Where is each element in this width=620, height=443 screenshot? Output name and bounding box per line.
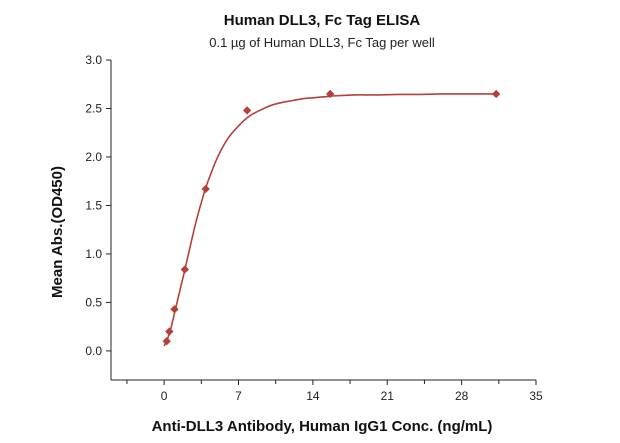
y-tick-label: 2.5 — [85, 101, 102, 115]
x-tick-label: 14 — [306, 389, 320, 403]
fit-curve — [163, 93, 497, 347]
x-tick-label: 21 — [381, 389, 395, 403]
data-point — [201, 184, 210, 194]
axes: 0.0 0.5 1.0 1.5 2.0 2.5 3.0 0 7 14 21 28 35 — [85, 53, 543, 403]
data-points-layer — [162, 89, 501, 346]
y-axis-label: Mean Abs.(OD450) — [49, 166, 66, 298]
data-point — [162, 337, 171, 346]
data-point — [170, 305, 179, 314]
x-tick-label: 7 — [235, 389, 242, 403]
x-tick-label: 0 — [161, 389, 168, 403]
data-point — [180, 265, 190, 274]
y-tick-label: 3.0 — [85, 53, 102, 67]
data-point — [165, 327, 174, 336]
chart-subtitle: 0.1 µg of Human DLL3, Fc Tag per well — [209, 35, 435, 50]
y-tick-label: 0.5 — [85, 295, 102, 309]
data-point — [491, 89, 501, 99]
x-axis-label: Anti-DLL3 Antibody, Human IgG1 Conc. (ng… — [152, 418, 493, 435]
x-tick-label: 28 — [455, 389, 469, 403]
y-tick-label: 2.0 — [85, 150, 102, 164]
y-tick-label: 1.5 — [85, 198, 102, 212]
fit-curve-layer — [163, 93, 497, 347]
chart-title: Human DLL3, Fc Tag ELISA — [224, 12, 421, 29]
y-tick-label: 0.0 — [85, 344, 102, 358]
x-tick-label: 35 — [529, 389, 543, 403]
y-tick-label: 1.0 — [85, 247, 102, 261]
data-point — [325, 89, 335, 99]
data-point — [242, 106, 252, 115]
